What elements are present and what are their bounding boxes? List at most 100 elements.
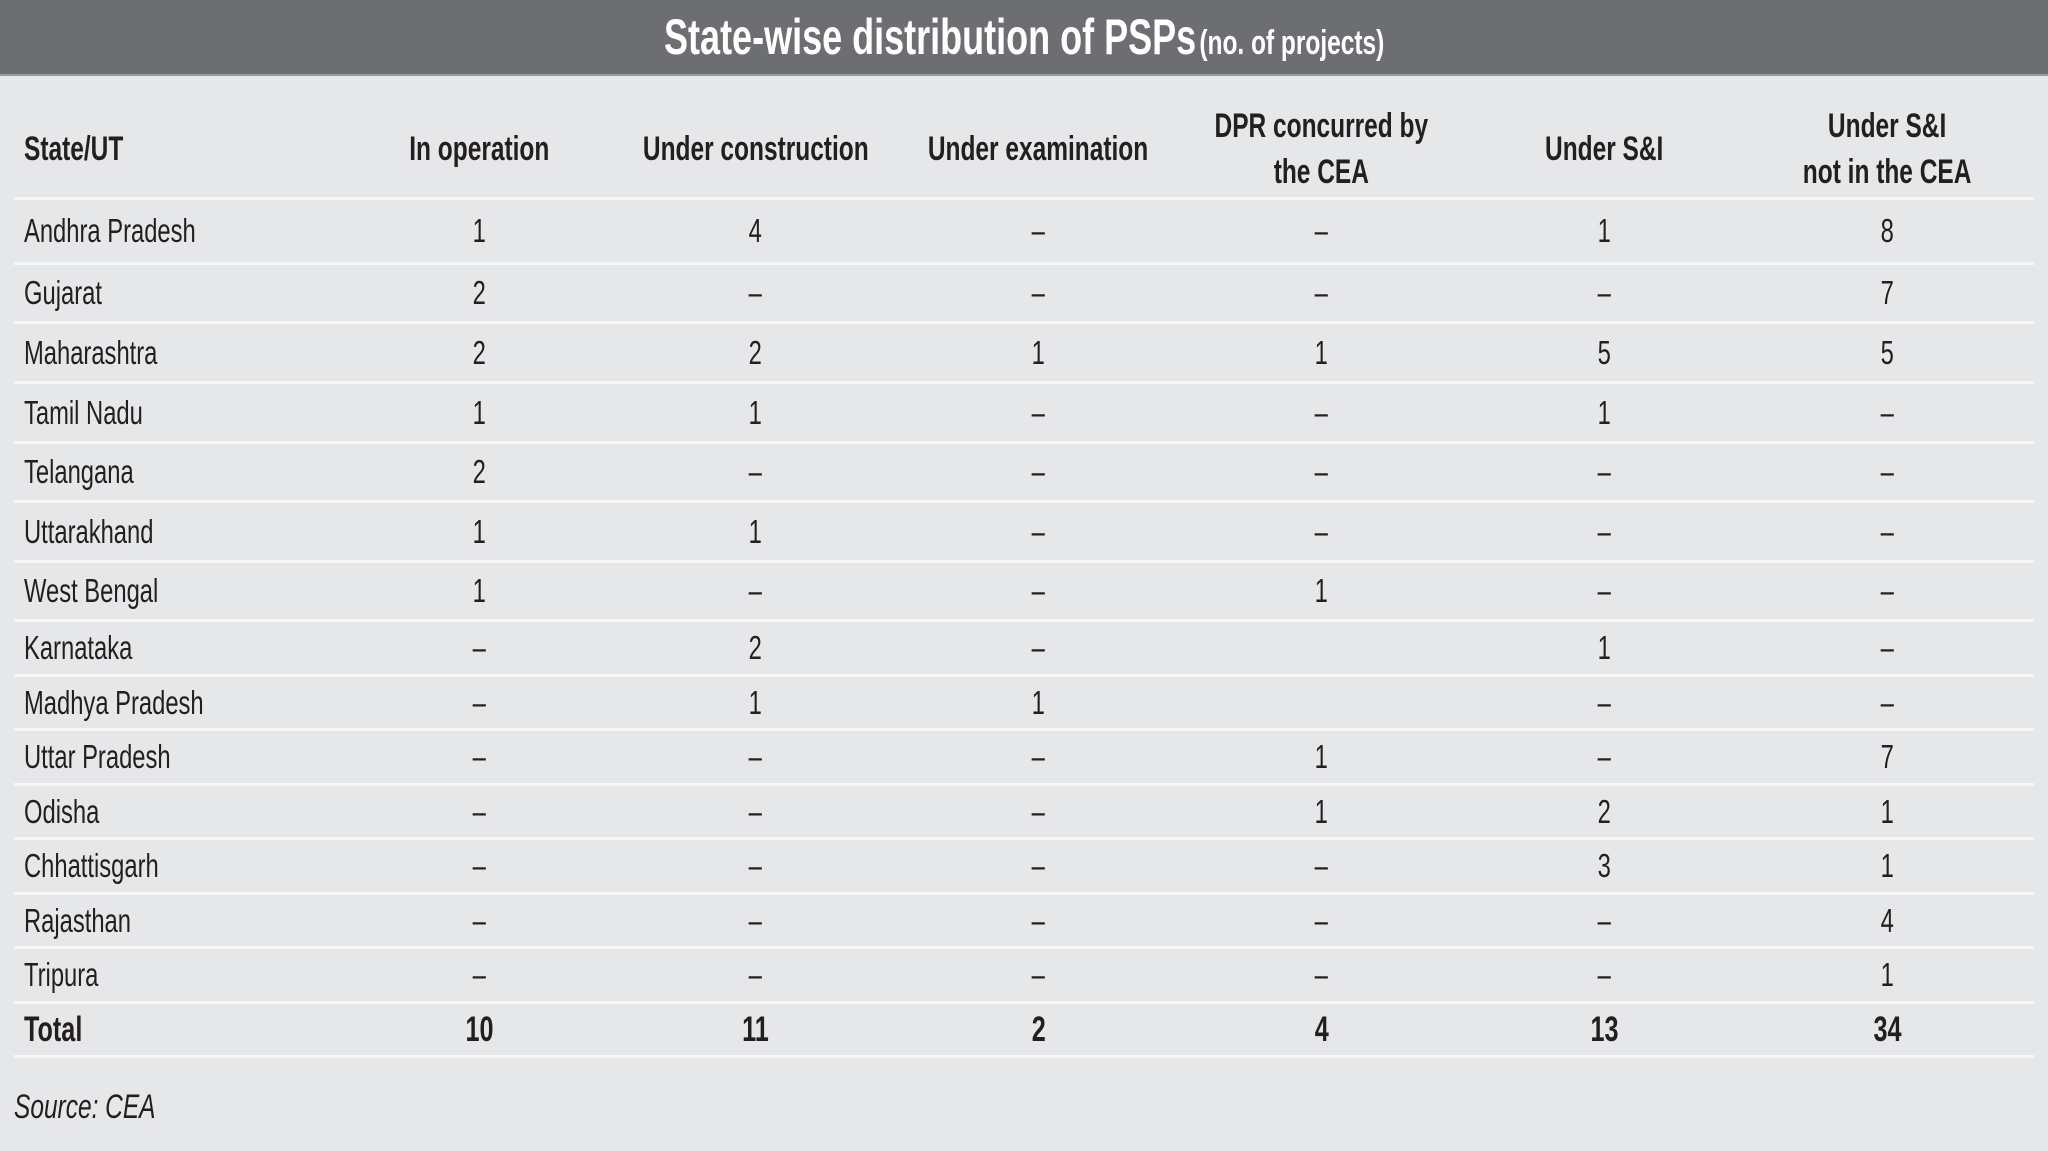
table-cell: – [1031,512,1046,550]
total-cell: 4 [1314,1009,1329,1049]
table-cell: – [1314,393,1329,431]
table-cell: – [1597,956,1612,993]
table-cell: – [1597,683,1612,721]
table-cell: – [1031,847,1046,884]
table-cell: 1 [1314,738,1329,775]
table-cell: – [1314,512,1329,550]
table-cell: – [1031,274,1046,311]
source-note: Source: CEA [14,1088,156,1126]
header-dpr-concurred: DPR concurred by the CEA [1214,106,1429,191]
header-state: State/UT [24,129,124,168]
table-cell: – [748,453,763,490]
table-row: Telangana 2 – – – – – [14,444,2034,503]
table-cell: – [748,792,763,830]
table-cell: 2 [748,629,763,666]
state-name: Uttar Pradesh [24,738,171,775]
table-cell [1180,622,1463,674]
table-cell: 7 [1880,738,1895,775]
table-cell: – [472,792,486,830]
table-row: Rajasthan – – – – – 4 [14,895,2034,949]
state-name: Tripura [24,956,99,993]
state-name: Rajasthan [24,901,131,939]
table-cell: – [1031,901,1046,939]
state-name: Chhattisgarh [24,847,159,884]
table-cell: – [1031,738,1046,775]
table-cell: 1 [748,683,763,721]
table-cell: 5 [1597,333,1612,371]
table-cell: 1 [1314,572,1329,609]
table-cell: 1 [1880,792,1895,830]
state-name: Karnataka [24,629,133,666]
table-cell: – [1597,572,1612,609]
table-cell: 4 [1880,901,1895,939]
table-cell: – [472,738,486,775]
table-row: Uttarakhand 1 1 – – – – [14,503,2034,563]
table-cell: – [1031,792,1046,830]
table-cell: – [1880,393,1895,431]
state-name: Andhra Pradesh [24,212,196,249]
table-cell: – [1314,212,1329,249]
table-cell: – [1314,847,1329,884]
table-cell: 1 [472,512,486,550]
table-cell: – [1031,629,1046,666]
table-cell: – [472,847,486,884]
table-cell: – [1597,738,1612,775]
table-cell: 5 [1880,333,1895,371]
table-cell: 2 [1597,792,1612,830]
table-row: Gujarat 2 – – – – 7 [14,265,2034,324]
table-row: Karnataka – 2 – 1 – [14,622,2034,677]
table-cell: – [1597,512,1612,550]
table-cell: 2 [472,274,486,311]
table-cell: – [1031,572,1046,609]
title-main: State-wise distribution of PSPs [663,9,1196,65]
table-cell: 1 [1597,393,1612,431]
table-cell: – [1880,512,1895,550]
title-bar: State-wise distribution of PSPs (no. of … [0,0,2048,76]
table-cell: 1 [1314,333,1329,371]
psp-table: State/UT In operation Under construction… [14,100,2034,1058]
table-cell: – [748,738,763,775]
table-row: Tripura – – – – – 1 [14,949,2034,1004]
title-subtitle: (no. of projects) [1199,24,1385,62]
table-cell: – [1031,453,1046,490]
total-cell: 34 [1873,1009,1902,1049]
total-label: Total [24,1009,83,1049]
table-cell: 1 [1314,792,1329,830]
state-name: Tamil Nadu [24,393,143,431]
table-cell: – [1880,572,1895,609]
table-cell: – [1597,274,1612,311]
table-cell: – [1597,901,1612,939]
table-cell: 1 [748,512,763,550]
table-cell: – [1314,956,1329,993]
table-cell: 2 [748,333,763,371]
table-row: Uttar Pradesh – – – 1 – 7 [14,731,2034,786]
header-in-operation: In operation [408,129,550,168]
table-cell: 1 [472,393,486,431]
table-cell: 2 [472,333,486,371]
total-cell: 11 [742,1009,769,1049]
state-name: West Bengal [24,572,159,609]
total-cell: 13 [1590,1009,1619,1049]
table-row: Andhra Pradesh 1 4 – – 1 8 [14,200,2034,265]
table-cell: – [1880,453,1895,490]
state-name: Telangana [24,453,134,490]
header-under-si: Under S&I [1545,129,1664,168]
table-cell: – [748,572,763,609]
table-cell: 8 [1880,212,1895,249]
table-cell: 2 [472,453,486,490]
table-cell: – [748,956,763,993]
table-cell: – [1314,901,1329,939]
table-cell: 1 [1880,847,1895,884]
table-cell: – [1031,212,1046,249]
table-cell: 1 [1031,683,1046,721]
table-cell: – [1597,453,1612,490]
table-cell: – [748,901,763,939]
table-cell: 1 [748,393,763,431]
table-total-row: Total 10 11 2 4 13 34 [14,1004,2034,1058]
table-cell: – [472,629,486,666]
table-cell: – [748,847,763,884]
table-cell: – [472,683,486,721]
table-title: State-wise distribution of PSPs (no. of … [664,8,1384,66]
table-cell: – [748,274,763,311]
table-cell: 1 [472,212,486,249]
